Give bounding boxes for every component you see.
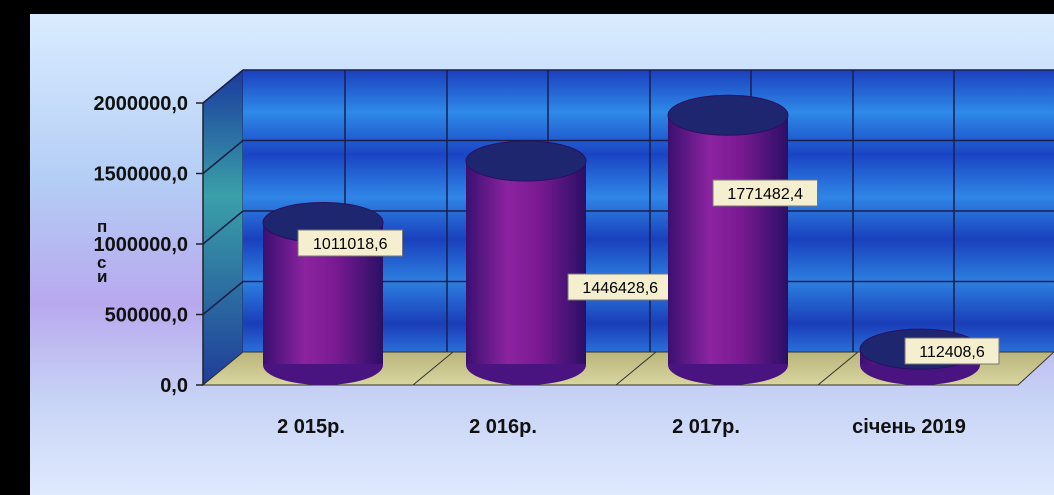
floor-divider [412, 351, 454, 386]
floor-divider [615, 351, 657, 386]
bar-cylinder-top [465, 140, 587, 182]
y-axis-fragment-bot: и [97, 267, 107, 286]
y-axis-ticks: 0,0 500000,0 1000000,0 1500000,0 2000000,0 [93, 93, 203, 397]
bar-cylinder-top [667, 94, 789, 136]
top-border [0, 0, 1054, 14]
y-tick-label: 1000000,0 [93, 234, 188, 256]
gridline-side [202, 280, 244, 316]
y-tick-label: 0,0 [160, 375, 188, 397]
data-label-box [567, 273, 673, 301]
data-label: 112408,6 [919, 344, 985, 361]
gridline-side [202, 139, 244, 175]
data-label: 1771482,4 [727, 186, 803, 203]
data-label: 1446428,6 [582, 280, 658, 297]
y-tick-label: 2000000,0 [93, 93, 188, 115]
data-label-box [712, 179, 818, 207]
y-axis-fragment-mid: с [97, 253, 106, 272]
bar-cylinder-cover [668, 115, 788, 364]
floor-divider [817, 351, 859, 386]
bar-cylinder-cover [466, 161, 586, 364]
x-axis-labels: 2 015р. 2 016р. 2 017р. січень 2019 [277, 416, 966, 438]
gridline-side [202, 69, 244, 104]
data-label-box [297, 229, 403, 257]
x-tick-label: 2 015р. [277, 416, 345, 438]
floor [201, 351, 1054, 386]
y-tick-label: 500000,0 [105, 305, 188, 327]
bars: 1011018,6 1446428,6 1771482,4 112408,6 [262, 94, 1000, 385]
x-tick-label: 2 016р. [469, 416, 537, 438]
data-label-box [904, 337, 1000, 365]
left-border [0, 14, 30, 495]
y-axis-fragment-top: п [97, 217, 107, 236]
data-label: 1011018,6 [313, 236, 388, 253]
gridline-side [202, 210, 244, 245]
x-tick-label: 2 017р. [672, 416, 740, 438]
x-tick-label: січень 2019 [852, 416, 966, 438]
y-tick-label: 1500000,0 [93, 164, 188, 186]
